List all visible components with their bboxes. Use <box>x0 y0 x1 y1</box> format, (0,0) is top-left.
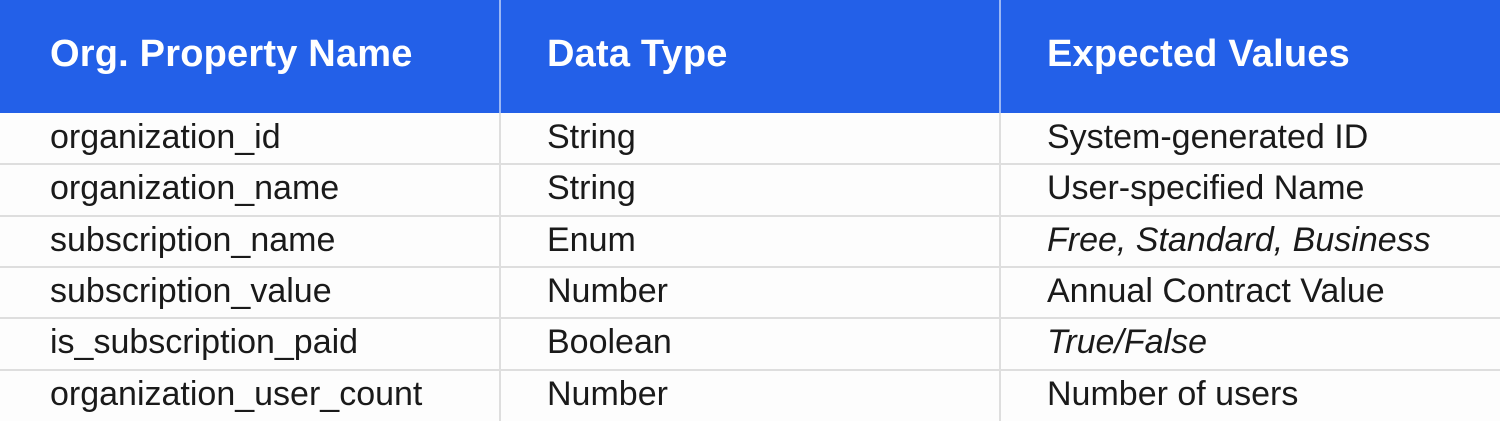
cell-expected-values: Number of users <box>999 368 1500 421</box>
cell-property-name: subscription_value <box>0 265 500 319</box>
table-row: organization_user_count Number Number of… <box>0 368 1500 421</box>
cell-property-name: organization_name <box>0 163 500 216</box>
column-header-property-name: Org. Property Name <box>0 0 500 113</box>
table-row: subscription_name Enum Free, Standard, B… <box>0 214 1500 267</box>
cell-property-name: is_subscription_paid <box>0 317 500 370</box>
cell-property-name: organization_user_count <box>0 368 500 421</box>
table-body: organization_id String System-generated … <box>0 113 1500 421</box>
column-header-expected-values: Expected Values <box>999 0 1500 113</box>
header-row: Org. Property Name Data Type Expected Va… <box>0 0 1500 113</box>
cell-data-type: Boolean <box>499 317 1000 370</box>
cell-property-name: subscription_name <box>0 214 500 267</box>
table-row: organization_name String User-specified … <box>0 163 1500 216</box>
cell-expected-values: Annual Contract Value <box>999 265 1500 319</box>
table-row: is_subscription_paid Boolean True/False <box>0 317 1500 370</box>
cell-data-type: Number <box>499 265 1000 319</box>
table-row: subscription_value Number Annual Contrac… <box>0 265 1500 319</box>
cell-expected-values: True/False <box>999 317 1500 370</box>
cell-data-type: Number <box>499 368 1000 421</box>
cell-expected-values: User-specified Name <box>999 163 1500 216</box>
cell-data-type: String <box>499 163 1000 216</box>
cell-property-name: organization_id <box>50 117 281 156</box>
table-row: organization_id String System-generated … <box>0 113 1500 165</box>
cell-expected-values: System-generated ID <box>999 113 1500 165</box>
table-header: Org. Property Name Data Type Expected Va… <box>0 0 1500 113</box>
column-header-data-type: Data Type <box>499 0 1000 113</box>
cell-expected-values: Free, Standard, Business <box>999 214 1500 267</box>
cell-data-type: Enum <box>499 214 1000 267</box>
cell-data-type: String <box>499 113 1000 165</box>
